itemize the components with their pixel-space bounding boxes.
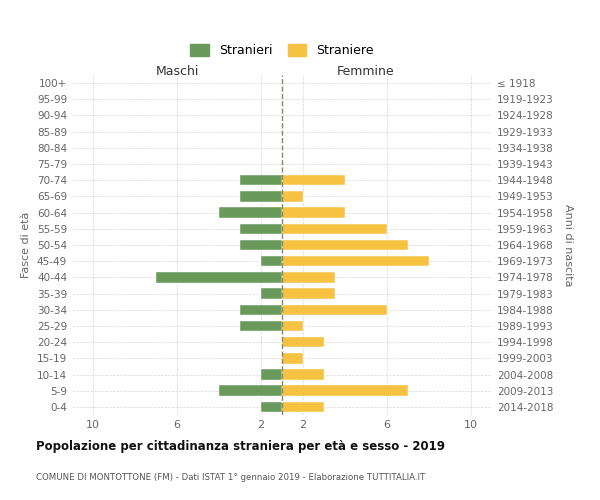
Bar (282, 402, 324, 412)
Text: Maschi: Maschi (155, 65, 199, 78)
Bar (261, 370, 282, 380)
Bar (282, 256, 429, 266)
Bar (240, 240, 282, 250)
Text: Femmine: Femmine (337, 65, 395, 78)
Text: COMUNE DI MONTOTTONE (FM) - Dati ISTAT 1° gennaio 2019 - Elaborazione TUTTITALIA: COMUNE DI MONTOTTONE (FM) - Dati ISTAT 1… (36, 472, 425, 482)
Bar (282, 320, 303, 331)
Bar (282, 337, 324, 347)
Bar (156, 272, 282, 282)
Bar (240, 191, 282, 202)
Bar (282, 240, 408, 250)
Bar (240, 320, 282, 331)
Bar (282, 288, 335, 299)
Bar (240, 175, 282, 186)
Bar (282, 386, 408, 396)
Bar (282, 304, 387, 315)
Bar (240, 224, 282, 234)
Bar (282, 353, 303, 364)
Bar (219, 208, 282, 218)
Bar (261, 256, 282, 266)
Bar (282, 224, 387, 234)
Bar (282, 208, 345, 218)
Y-axis label: Fasce di età: Fasce di età (22, 212, 31, 278)
Bar (282, 175, 345, 186)
Y-axis label: Anni di nascita: Anni di nascita (563, 204, 573, 286)
Bar (282, 272, 335, 282)
Legend: Stranieri, Straniere: Stranieri, Straniere (187, 40, 377, 61)
Bar (219, 386, 282, 396)
Bar (261, 402, 282, 412)
Bar (240, 304, 282, 315)
Bar (282, 191, 303, 202)
Bar (282, 370, 324, 380)
Text: Popolazione per cittadinanza straniera per età e sesso - 2019: Popolazione per cittadinanza straniera p… (36, 440, 445, 453)
Bar (261, 288, 282, 299)
